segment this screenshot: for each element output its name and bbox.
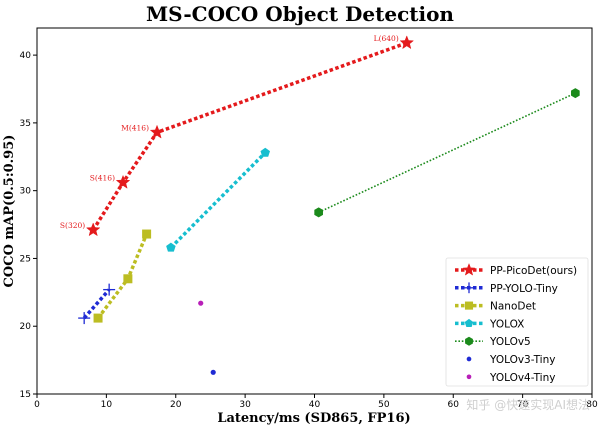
legend-marker [465, 336, 473, 346]
axis-ticks: 0 10 20 30 40 50 60 70 80 15 20 25 30 35 40 [20, 51, 598, 410]
series-6 [198, 300, 204, 306]
x-tick-label: 20 [170, 400, 182, 410]
data-point [198, 300, 204, 306]
series-layer: S(320) S(416) M(416) L(640) [60, 34, 580, 375]
watermark: 知乎 @快速实现AI想法 [466, 397, 590, 412]
legend-item: YOLOX [455, 318, 524, 330]
y-tick-label: 15 [20, 390, 31, 400]
y-tick-label: 40 [20, 51, 32, 61]
x-tick-label: 30 [239, 400, 251, 410]
x-tick-label: 60 [448, 400, 460, 410]
data-point [123, 274, 133, 284]
series-line [91, 41, 408, 231]
legend-marker [464, 318, 474, 328]
x-tick-label: 50 [378, 400, 390, 410]
x-tick-label: 70 [517, 400, 529, 410]
series-0: S(320) S(416) M(416) L(640) [60, 34, 415, 237]
legend-label: YOLOX [489, 318, 524, 330]
x-tick-label: 10 [101, 400, 113, 410]
data-point [142, 229, 152, 239]
point-label: L(640) [374, 34, 399, 43]
legend-label: YOLOv5 [489, 336, 531, 348]
data-point [78, 312, 91, 325]
legend-label: PP-YOLO-Tiny [490, 283, 558, 295]
series-line [318, 92, 576, 214]
legend-label: YOLOv3-Tiny [489, 354, 555, 366]
legend-label: PP-PicoDet(ours) [490, 265, 577, 277]
legend-item: PP-PicoDet(ours) [455, 263, 577, 277]
y-tick-label: 35 [20, 119, 31, 129]
legend-item: NanoDet [455, 301, 536, 313]
data-point [85, 222, 101, 237]
series-line [82, 288, 111, 320]
y-tick-label: 30 [20, 187, 32, 197]
legend-item: YOLOv5 [455, 336, 531, 348]
data-point [314, 207, 323, 218]
data-point [166, 242, 176, 252]
data-point [115, 174, 131, 189]
y-tick-label: 20 [20, 322, 32, 332]
legend-marker [462, 263, 476, 276]
x-axis-label: Latency/ms (SD865, FP16) [217, 411, 410, 426]
series-3 [166, 147, 270, 252]
chart-title: MS-COCO Object Detection [146, 2, 454, 26]
legend-marker [466, 356, 472, 362]
series-1 [78, 283, 116, 325]
x-tick-label: 40 [309, 400, 321, 410]
data-point [149, 124, 165, 139]
point-label: M(416) [121, 123, 149, 132]
series-5 [210, 369, 216, 375]
y-tick-label: 25 [20, 254, 31, 264]
data-point [103, 283, 116, 296]
legend-label: YOLOv4-Tiny [489, 372, 555, 384]
x-tick-label: 80 [586, 400, 598, 410]
series-2 [93, 229, 152, 323]
series-4 [314, 88, 580, 218]
legend-item: YOLOv3-Tiny [466, 354, 555, 366]
legend-marker [464, 301, 474, 310]
data-point [93, 313, 103, 323]
data-point [210, 369, 216, 375]
legend-marker [466, 374, 472, 380]
data-point [571, 88, 580, 99]
y-axis-label: COCO mAP(0.5:0.95) [2, 135, 17, 288]
point-label: S(416) [90, 174, 115, 183]
x-tick-label: 0 [34, 400, 40, 410]
point-label: S(320) [60, 221, 85, 230]
data-point [399, 35, 415, 50]
legend: PP-PicoDet(ours) PP-YOLO-Tiny NanoDet YOLOX… [445, 257, 589, 387]
legend-item: PP-YOLO-Tiny [455, 282, 558, 295]
series-line [169, 151, 267, 249]
legend-marker [463, 282, 475, 294]
legend-item: YOLOv4-Tiny [466, 372, 555, 384]
legend-label: NanoDet [490, 301, 536, 313]
data-point [260, 147, 270, 157]
series-line [96, 233, 149, 320]
